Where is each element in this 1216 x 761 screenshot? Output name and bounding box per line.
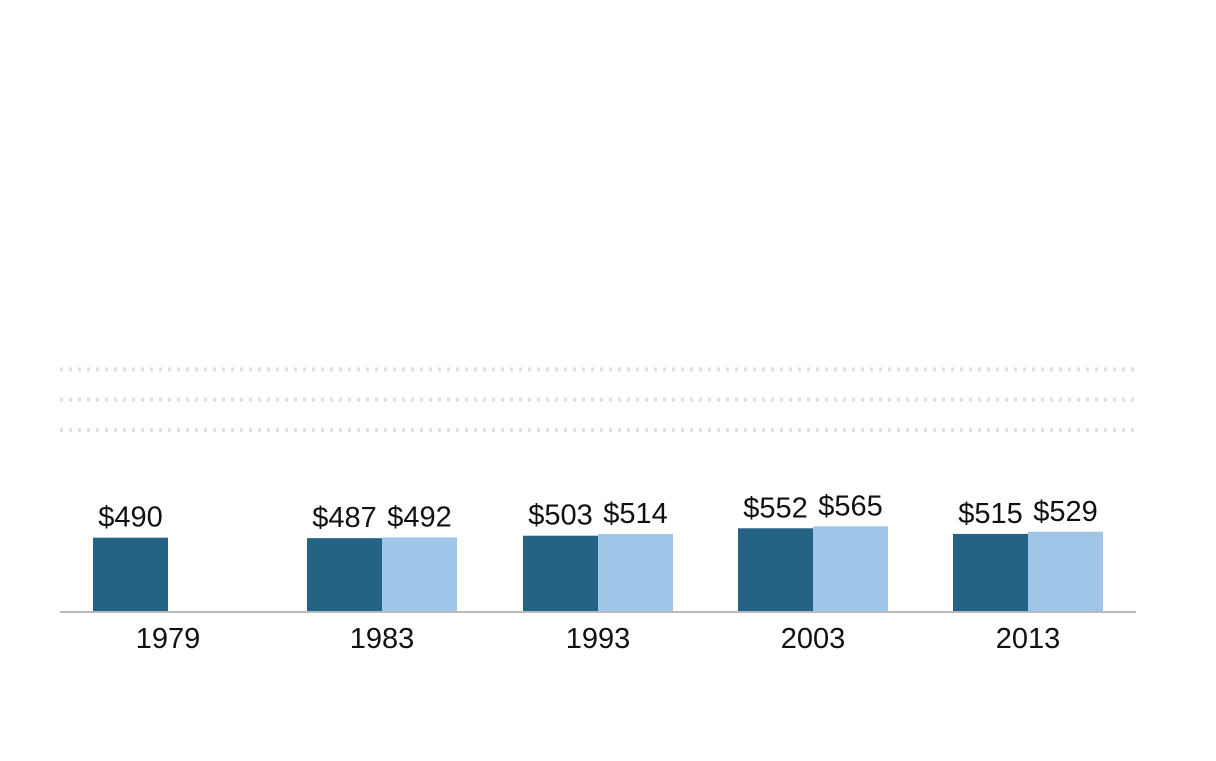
bar [953, 533, 1028, 612]
bar [738, 528, 813, 612]
bar-value-label: $503 [528, 500, 593, 532]
bar-value-label: $514 [603, 498, 668, 530]
bar [598, 534, 673, 612]
bar-value-label: $515 [958, 498, 1023, 530]
x-tick-label: 1983 [350, 623, 415, 655]
bar [307, 538, 382, 612]
x-axis-tick-labels: 1979 1983 1993 2003 2013 [136, 623, 1061, 655]
bar-value-label: $565 [818, 490, 883, 522]
bar-value-label: $529 [1033, 496, 1098, 528]
bar-value-label: $552 [743, 492, 808, 524]
bar-value-label: $487 [312, 502, 377, 534]
bar [813, 526, 888, 612]
x-tick-label: 2013 [996, 623, 1061, 655]
bar [93, 537, 168, 612]
bar [523, 535, 598, 612]
bar [382, 537, 457, 612]
gridlines [60, 367, 1136, 432]
bars [93, 526, 1103, 612]
x-tick-label: 1993 [566, 623, 631, 655]
data-labels: $490 $487 $492 $503 $514 $552 $565 $515 $529 [98, 490, 1098, 534]
x-tick-label: 2003 [781, 623, 846, 655]
bar-value-label: $490 [98, 502, 163, 534]
x-tick-label: 1979 [136, 623, 201, 655]
bar [1028, 531, 1103, 612]
bar-value-label: $492 [387, 501, 452, 533]
